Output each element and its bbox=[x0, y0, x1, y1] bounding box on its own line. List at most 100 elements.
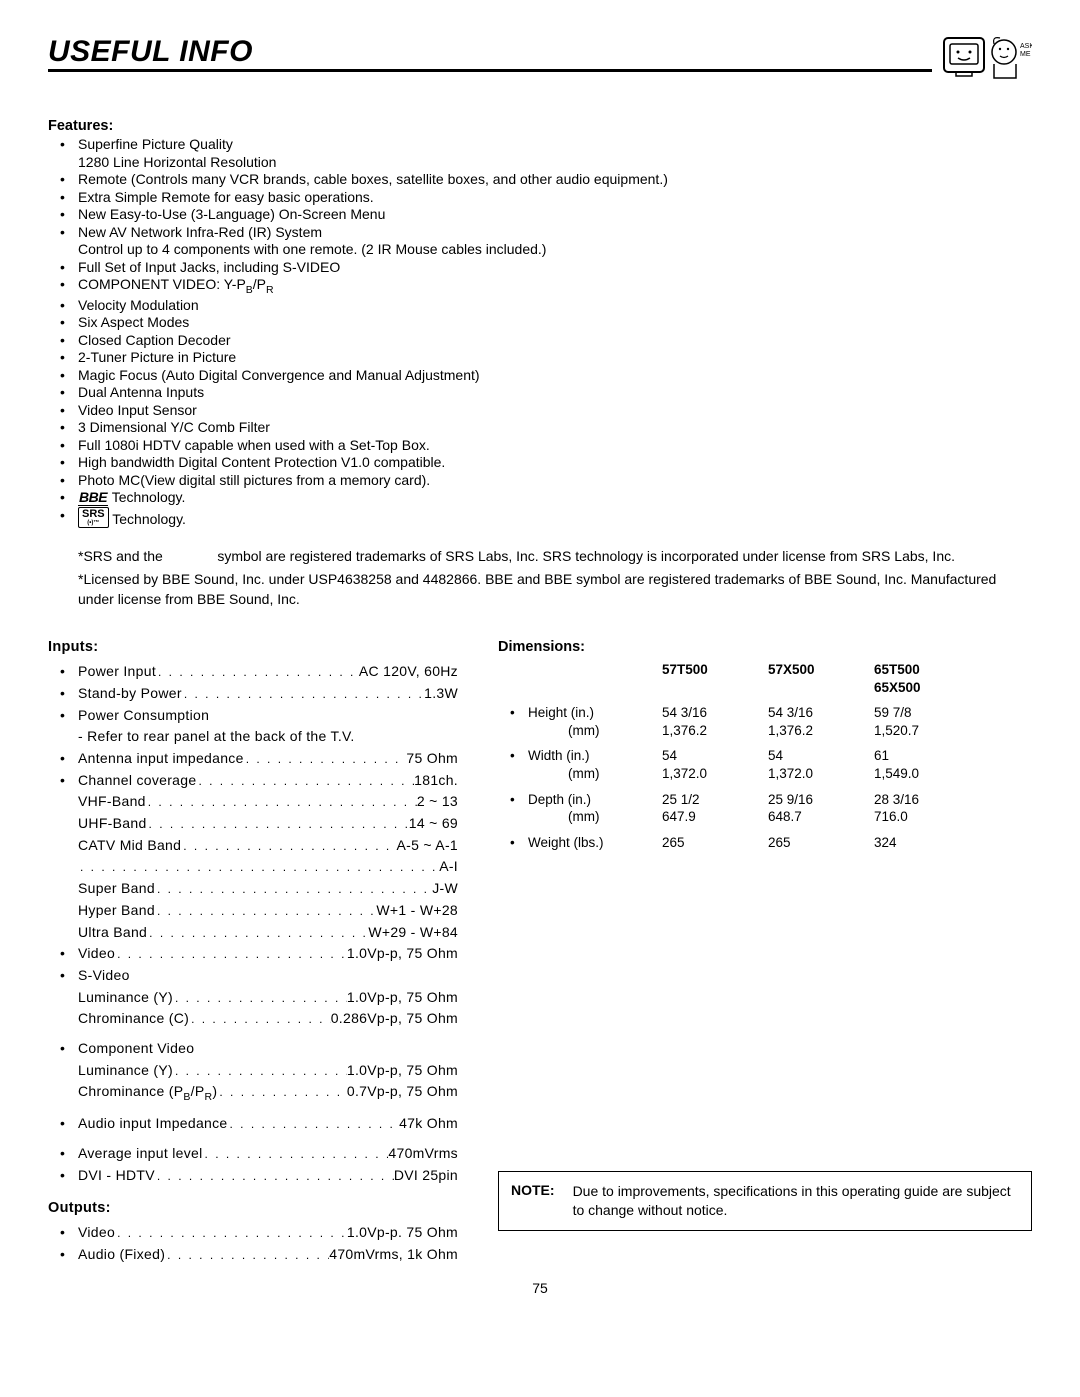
dimensions-table: 57T50057X50065T50065X500 •Height (in.)(mm… bbox=[498, 661, 1032, 851]
dimensions-cell: 265 bbox=[768, 834, 874, 852]
spec-label: Average input level bbox=[78, 1143, 203, 1165]
spec-dots bbox=[155, 878, 432, 900]
spec-value: DVI 25pin bbox=[394, 1165, 458, 1187]
srs-trademark-note: *SRS and the symbol are registered trade… bbox=[78, 547, 1032, 567]
title-wrapper: USEFUL INFO bbox=[48, 35, 932, 72]
spec-item: Audio (Fixed)470mVrms, 1k Ohm bbox=[60, 1244, 458, 1266]
spec-dots bbox=[165, 1244, 329, 1266]
dimensions-cell: 25 1/2647.9 bbox=[662, 791, 768, 826]
svg-text:ME: ME bbox=[1020, 51, 1031, 58]
spec-item: S-Video bbox=[60, 965, 458, 987]
spec-dots bbox=[155, 1165, 394, 1187]
outputs-heading: Outputs: bbox=[48, 1200, 458, 1216]
spec-item: Power Consumption bbox=[60, 705, 458, 727]
spec-label: CATV Mid Band bbox=[78, 835, 181, 857]
feature-text: High bandwidth Digital Content Protectio… bbox=[78, 454, 1032, 472]
spec-dots bbox=[182, 683, 424, 705]
feature-item: Closed Caption Decoder bbox=[60, 332, 1032, 350]
spec-label: Video bbox=[78, 943, 115, 965]
spec-value: 47k Ohm bbox=[399, 1113, 458, 1135]
feature-text: Superfine Picture Quality bbox=[78, 136, 1032, 154]
bbe-logo: BBE bbox=[78, 489, 108, 506]
spec-value: J-W bbox=[432, 878, 458, 900]
spec-dots bbox=[228, 1113, 400, 1135]
spec-label: Antenna input impedance bbox=[78, 748, 244, 770]
spec-label: Video bbox=[78, 1222, 115, 1244]
dimensions-cell: 25 9/16648.7 bbox=[768, 791, 874, 826]
spec-item: - Refer to rear panel at the back of the… bbox=[60, 726, 458, 748]
left-column: Inputs: Power InputAC 120V, 60HzStand-by… bbox=[48, 639, 458, 1266]
spec-item: A-I bbox=[60, 856, 458, 878]
spec-value: 1.3W bbox=[424, 683, 458, 705]
spec-value: 1.0Vp-p. 75 Ohm bbox=[347, 1222, 458, 1244]
spec-label: Luminance (Y) bbox=[78, 1060, 173, 1082]
spec-item: DVI - HDTV DVI 25pin bbox=[60, 1165, 458, 1187]
spec-dots bbox=[189, 1008, 331, 1030]
page-title: USEFUL INFO bbox=[48, 35, 932, 72]
spec-value: A-5 ~ A-1 bbox=[397, 835, 458, 857]
spec-label: DVI - HDTV bbox=[78, 1165, 155, 1187]
feature-item: Magic Focus (Auto Digital Convergence an… bbox=[60, 367, 1032, 385]
spec-dots bbox=[147, 813, 409, 835]
spec-dots bbox=[173, 987, 347, 1009]
spec-label: Hyper Band bbox=[78, 900, 155, 922]
bullet-icon: • bbox=[498, 704, 528, 739]
dimensions-row: •Weight (lbs.)265265324 bbox=[498, 834, 1032, 852]
feature-item: Six Aspect Modes bbox=[60, 314, 1032, 332]
spec-dots bbox=[217, 1081, 347, 1105]
right-column: Dimensions: 57T50057X50065T50065X500•Hei… bbox=[498, 639, 1032, 1266]
spec-label: Super Band bbox=[78, 878, 155, 900]
spec-dots bbox=[155, 900, 376, 922]
spec-item: Video 1.0Vp-p. 75 Ohm bbox=[60, 1222, 458, 1244]
feature-item: Extra Simple Remote for easy basic opera… bbox=[60, 189, 1032, 207]
features-heading: Features: bbox=[48, 118, 1032, 134]
feature-item: SRS(•)™ Technology. bbox=[60, 507, 1032, 529]
spec-value: W+29 - W+84 bbox=[368, 922, 458, 944]
spec-item: Stand-by Power1.3W bbox=[60, 683, 458, 705]
feature-text: Full Set of Input Jacks, including S-VID… bbox=[78, 259, 1032, 277]
spec-dots bbox=[78, 856, 439, 878]
inputs-list: Power InputAC 120V, 60HzStand-by Power1.… bbox=[60, 661, 458, 1186]
feature-text: COMPONENT VIDEO: Y-PB/PR bbox=[78, 276, 274, 292]
spec-value: 1.0Vp-p, 75 Ohm bbox=[347, 987, 458, 1009]
dimensions-column-header: 65T50065X500 bbox=[874, 661, 980, 696]
dimensions-column-header: 57X500 bbox=[768, 661, 874, 696]
spec-value: AC 120V, 60Hz bbox=[359, 661, 458, 683]
spec-dots bbox=[146, 791, 417, 813]
feature-item: Full Set of Input Jacks, including S-VID… bbox=[60, 259, 1032, 277]
feature-text: 1280 Line Horizontal Resolution bbox=[78, 154, 1032, 172]
spec-value: 181ch. bbox=[414, 770, 458, 792]
spec-value: 0.7Vp-p, 75 Ohm bbox=[347, 1081, 458, 1105]
feature-item: Superfine Picture Quality1280 Line Horiz… bbox=[60, 136, 1032, 171]
dimensions-header-row: 57T50057X50065T50065X500 bbox=[498, 661, 1032, 696]
spec-dots bbox=[156, 661, 359, 683]
spec-item: Luminance (Y)1.0Vp-p, 75 Ohm bbox=[60, 1060, 458, 1082]
two-column-layout: Inputs: Power InputAC 120V, 60HzStand-by… bbox=[48, 639, 1032, 1266]
feature-item: 2-Tuner Picture in Picture bbox=[60, 349, 1032, 367]
feature-text: Closed Caption Decoder bbox=[78, 332, 1032, 350]
spec-item: CATV Mid Band A-5 ~ A-1 bbox=[60, 835, 458, 857]
dimensions-label: Weight (lbs.) bbox=[528, 834, 662, 852]
spec-label: UHF-Band bbox=[78, 813, 147, 835]
spec-label: Luminance (Y) bbox=[78, 987, 173, 1009]
dimensions-cell: 265 bbox=[662, 834, 768, 852]
spec-label: Channel coverage bbox=[78, 770, 196, 792]
feature-item: Remote (Controls many VCR brands, cable … bbox=[60, 171, 1032, 189]
feature-text: New AV Network Infra-Red (IR) System bbox=[78, 224, 1032, 242]
ask-me-icon: ASK ME bbox=[942, 30, 1032, 85]
bbe-trademark-note: *Licensed by BBE Sound, Inc. under USP46… bbox=[78, 570, 1032, 609]
spec-item: Audio input Impedance47k Ohm bbox=[60, 1113, 458, 1135]
spec-item: Power InputAC 120V, 60Hz bbox=[60, 661, 458, 683]
feature-item: Dual Antenna Inputs bbox=[60, 384, 1032, 402]
outputs-list: Video 1.0Vp-p. 75 OhmAudio (Fixed)470mVrm… bbox=[60, 1222, 458, 1265]
spec-item: Antenna input impedance75 Ohm bbox=[60, 748, 458, 770]
spec-value: 2 ~ 13 bbox=[417, 791, 458, 813]
dimensions-cell: 541,372.0 bbox=[768, 747, 874, 782]
feature-text: New Easy-to-Use (3-Language) On-Screen M… bbox=[78, 206, 1032, 224]
feature-item: COMPONENT VIDEO: Y-PB/PR bbox=[60, 276, 1032, 297]
dimensions-label: Depth (in.)(mm) bbox=[528, 791, 662, 826]
dimensions-row: •Height (in.)(mm)54 3/161,376.254 3/161,… bbox=[498, 704, 1032, 739]
srs-note-post: symbol are registered trademarks of SRS … bbox=[217, 548, 955, 564]
feature-text: Technology. bbox=[112, 511, 186, 527]
dimensions-label: Width (in.)(mm) bbox=[528, 747, 662, 782]
